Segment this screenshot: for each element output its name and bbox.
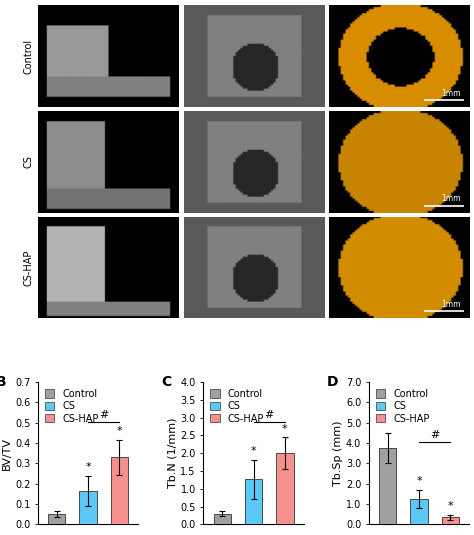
- Text: *: *: [117, 426, 122, 437]
- Legend: Control, CS, CS-HAP: Control, CS, CS-HAP: [208, 387, 266, 426]
- Bar: [442, 517, 459, 524]
- Text: 1mm: 1mm: [441, 300, 461, 309]
- Text: A: A: [40, 7, 51, 21]
- Text: C: C: [161, 375, 172, 389]
- Bar: [80, 491, 97, 524]
- Y-axis label: CS: CS: [24, 155, 34, 169]
- Y-axis label: Control: Control: [24, 39, 34, 74]
- Text: *: *: [416, 476, 422, 486]
- Y-axis label: Tb.Sp (mm): Tb.Sp (mm): [333, 421, 343, 486]
- Text: *: *: [447, 501, 453, 511]
- Bar: [111, 457, 128, 524]
- Text: *: *: [282, 424, 288, 433]
- Bar: [276, 453, 293, 524]
- Y-axis label: BV/TV: BV/TV: [2, 437, 12, 470]
- Text: #: #: [264, 410, 274, 421]
- Text: B: B: [0, 375, 7, 389]
- Text: 1mm: 1mm: [441, 195, 461, 203]
- Y-axis label: CS-HAP: CS-HAP: [24, 249, 34, 286]
- Text: D: D: [327, 375, 338, 389]
- Bar: [214, 514, 231, 524]
- Text: 1mm: 1mm: [441, 89, 461, 98]
- Text: #: #: [430, 430, 439, 440]
- Legend: Control, CS, CS-HAP: Control, CS, CS-HAP: [374, 387, 431, 426]
- Text: *: *: [85, 462, 91, 472]
- Bar: [410, 499, 428, 524]
- Text: #: #: [99, 410, 109, 421]
- Y-axis label: Tb.N (1/mm): Tb.N (1/mm): [167, 418, 178, 488]
- Text: *: *: [251, 446, 256, 456]
- Legend: Control, CS, CS-HAP: Control, CS, CS-HAP: [43, 387, 100, 426]
- Bar: [245, 479, 262, 524]
- Bar: [48, 514, 65, 524]
- Bar: [379, 448, 396, 524]
